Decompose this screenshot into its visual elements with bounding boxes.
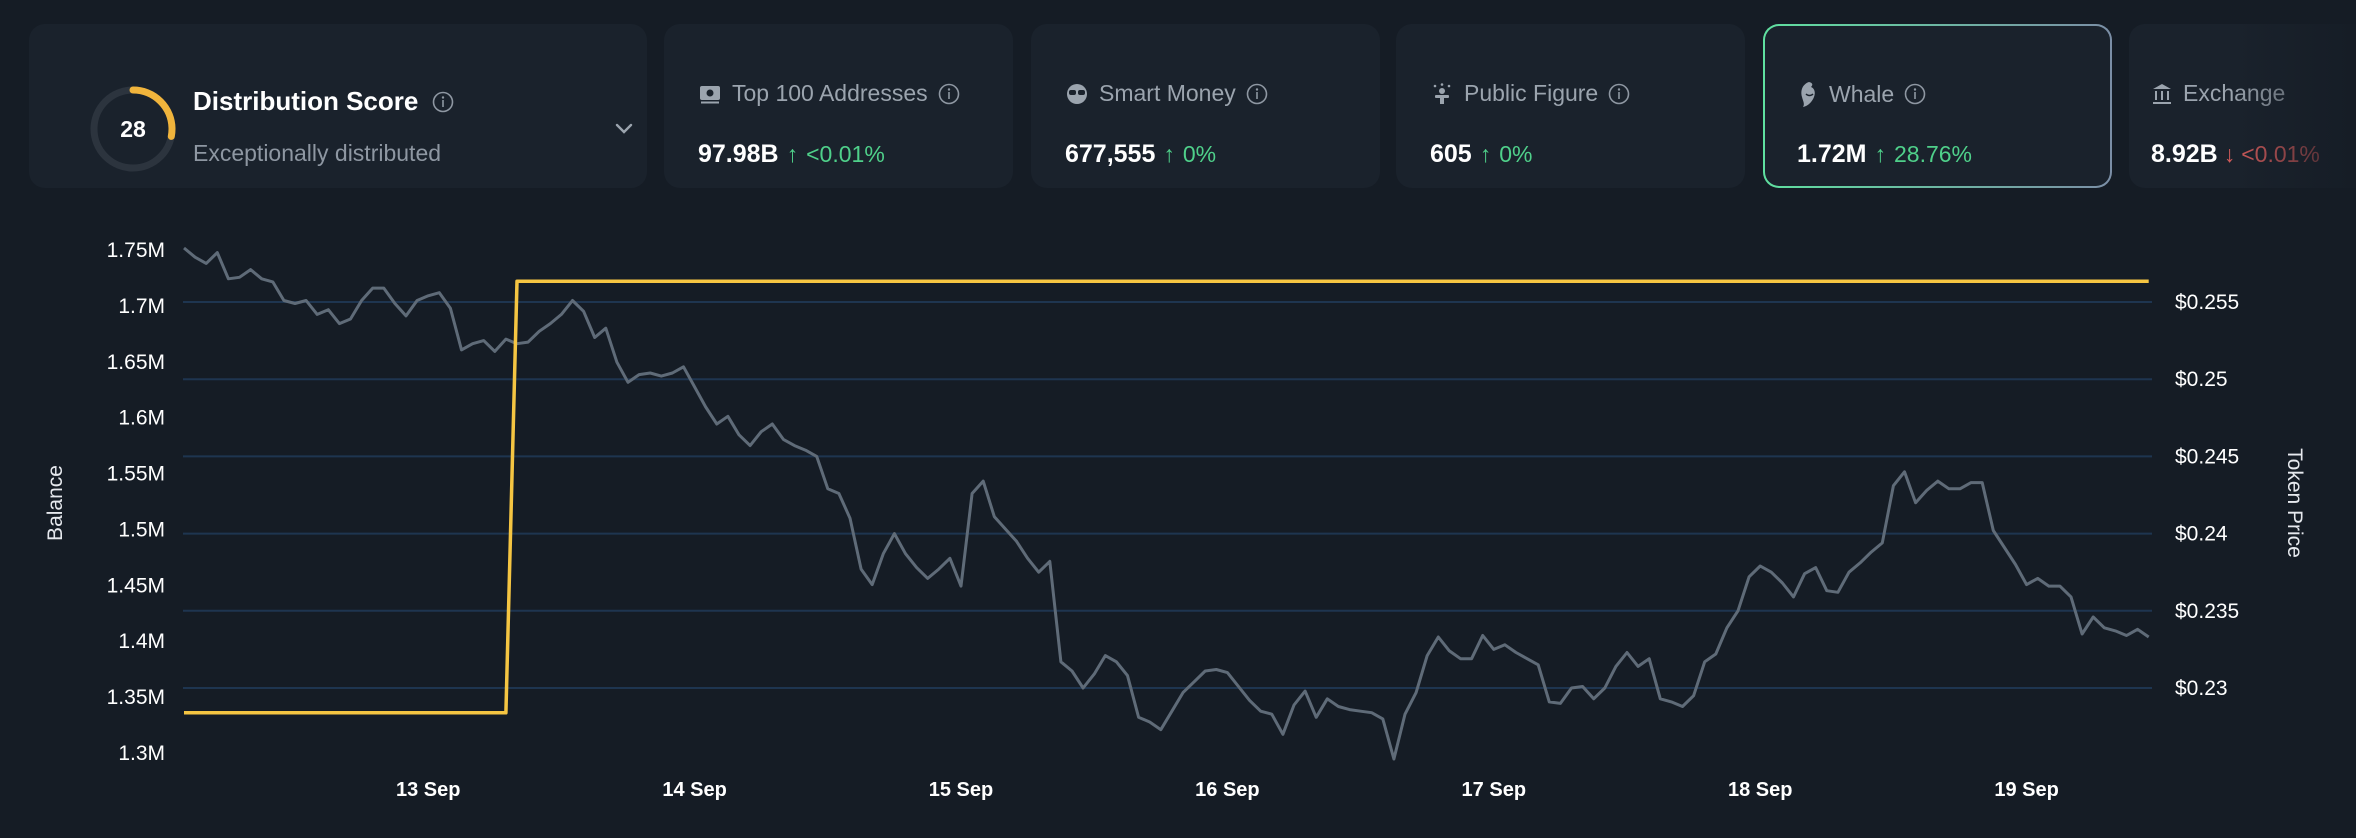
card-change: 28.76%: [1893, 141, 1972, 167]
card-label: Whale: [1829, 80, 1895, 107]
x-tick-label: 18 Sep: [1728, 779, 1792, 801]
arrow-down-icon: ↓: [2223, 141, 2236, 167]
x-tick-label: 17 Sep: [1462, 779, 1526, 801]
chevron-down-icon[interactable]: [611, 117, 637, 141]
card-value: 605: [1430, 140, 1472, 168]
left-tick-label: 1.75M: [107, 239, 165, 262]
arrow-up-icon: ↑: [1479, 141, 1492, 167]
score-subtitle: Exceptionally distributed: [193, 140, 442, 166]
score-ring: [90, 86, 176, 172]
left-axis-title: Balance: [44, 465, 67, 541]
card-value: 97.98B: [698, 140, 779, 168]
left-tick-label: 1.3M: [118, 742, 165, 765]
left-tick-label: 1.55M: [107, 463, 165, 486]
card-smart-money[interactable]: Smart Money 677,555 ↑ 0%: [1031, 24, 1380, 188]
score-title: Distribution Score: [193, 86, 419, 116]
card-top-100-addresses[interactable]: Top 100 Addresses 97.98B ↑ <0.01%: [664, 24, 1013, 188]
card-change: 0%: [1182, 141, 1217, 167]
left-tick-label: 1.45M: [107, 574, 165, 597]
card-value: 8.92B: [2151, 140, 2218, 168]
card-label: Public Figure: [1464, 80, 1599, 106]
bank-icon: [2153, 83, 2171, 104]
right-tick-label: $0.24: [2175, 523, 2228, 546]
right-tick-label: $0.25: [2175, 368, 2228, 391]
balance-line: [184, 279, 2149, 715]
x-tick-label: 15 Sep: [929, 779, 993, 801]
x-tick-label: 14 Sep: [662, 779, 726, 801]
left-tick-label: 1.5M: [118, 518, 165, 541]
public-figure-icon: [1433, 82, 1451, 104]
arrow-up-icon: ↑: [1163, 141, 1175, 167]
info-icon[interactable]: [432, 91, 454, 113]
card-change: <0.01%: [806, 141, 885, 167]
card-value: 1.72M: [1797, 140, 1867, 168]
x-tick-label: 19 Sep: [1994, 779, 2058, 801]
score-value: 28: [120, 115, 146, 142]
info-icon[interactable]: [1246, 83, 1268, 105]
right-tick-label: $0.23: [2175, 677, 2228, 700]
left-tick-label: 1.35M: [107, 686, 165, 709]
banknote-icon: [700, 85, 720, 103]
x-tick-label: 16 Sep: [1195, 779, 1259, 801]
card-change: 0%: [1499, 141, 1533, 167]
info-icon[interactable]: [1904, 83, 1926, 105]
distribution-score-card[interactable]: 28 Distribution Score Exceptionally dist…: [29, 24, 647, 188]
left-tick-label: 1.4M: [118, 630, 165, 653]
arrow-up-icon: ↑: [786, 141, 799, 167]
card-public-figure[interactable]: Public Figure 605 ↑ 0%: [1396, 24, 1745, 188]
x-tick-label: 13 Sep: [396, 779, 460, 801]
right-axis-title: Token Price: [2283, 448, 2306, 558]
card-label: Smart Money: [1099, 80, 1236, 106]
token-price-line: [183, 246, 2150, 761]
card-label: Top 100 Addresses: [732, 80, 928, 106]
whale-icon: [1801, 82, 1815, 107]
score-ring-fill: [90, 86, 176, 172]
left-tick-label: 1.7M: [118, 295, 165, 318]
card-whale[interactable]: Whale 1.72M ↑ 28.76%: [1763, 24, 2112, 188]
left-tick-label: 1.65M: [107, 351, 165, 374]
card-value: 677,555: [1065, 140, 1156, 168]
info-icon[interactable]: [938, 83, 960, 105]
right-tick-label: $0.245: [2175, 445, 2239, 468]
right-tick-label: $0.255: [2175, 291, 2239, 314]
left-tick-label: 1.6M: [118, 407, 165, 430]
arrow-up-icon: ↑: [1874, 141, 1886, 167]
info-icon[interactable]: [1608, 83, 1630, 105]
sunglasses-icon: [1067, 83, 1087, 104]
right-tick-label: $0.235: [2175, 600, 2239, 623]
